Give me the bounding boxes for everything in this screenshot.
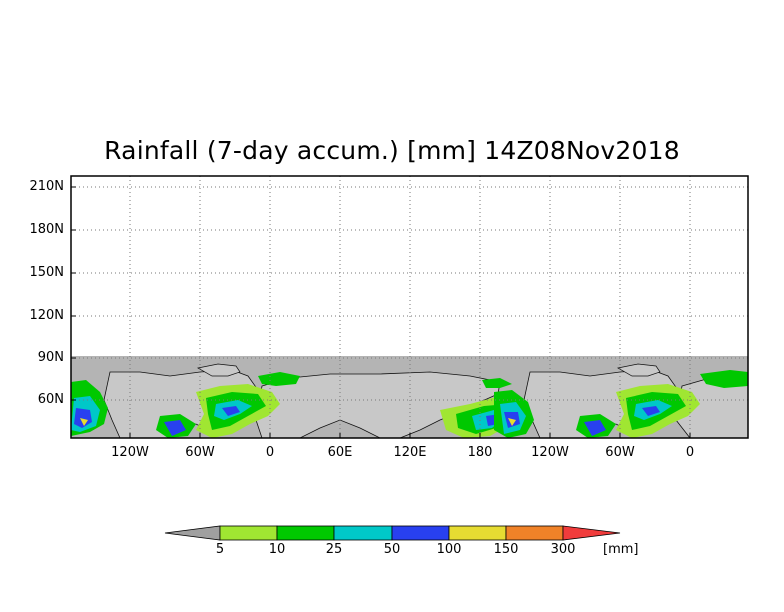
gridlines: [71, 176, 748, 438]
colorbar-bin-6: [505, 525, 564, 541]
colorbar-bin-5: [448, 525, 507, 541]
colorbar-under-arrow: [164, 525, 221, 541]
colorbar-bin-2: [276, 525, 335, 541]
tick-marks: [71, 186, 691, 438]
colorbar-label: 150: [493, 542, 519, 557]
colorbar-label: 300: [550, 542, 576, 557]
y-tick-label: 60N: [37, 392, 64, 407]
x-tick-label: 0: [685, 445, 695, 460]
y-tick-label: 150N: [29, 265, 64, 280]
colorbar-label: 50: [383, 542, 401, 557]
x-tick-label: 60W: [185, 445, 215, 460]
x-tick-label: 60W: [605, 445, 635, 460]
colorbar-label: 10: [268, 542, 286, 557]
rainfall-field: [71, 363, 748, 438]
colorbar-label: 100: [436, 542, 462, 557]
colorbar-label: 25: [325, 542, 343, 557]
colorbar: [164, 525, 621, 541]
colorbar-label: 5: [215, 542, 225, 557]
x-tick-label: 0: [265, 445, 275, 460]
x-tick-label: 180: [467, 445, 493, 460]
x-tick-label: 120W: [531, 445, 569, 460]
x-tick-label: 120W: [111, 445, 149, 460]
x-tick-label: 60E: [327, 445, 353, 460]
x-tick-label: 120E: [393, 445, 427, 460]
colorbar-bin-4: [391, 525, 450, 541]
colorbar-bin-3: [333, 525, 393, 541]
y-tick-label: 120N: [29, 308, 64, 323]
y-tick-label: 210N: [29, 179, 64, 194]
y-tick-label: 90N: [37, 350, 64, 365]
map-title: Rainfall (7-day accum.) [mm] 14Z08Nov201…: [104, 136, 680, 165]
y-tick-label: 180N: [29, 222, 64, 237]
colorbar-over-arrow: [562, 525, 621, 541]
colorbar-bin-1: [219, 525, 278, 541]
colorbar-unit: [mm]: [603, 542, 639, 557]
